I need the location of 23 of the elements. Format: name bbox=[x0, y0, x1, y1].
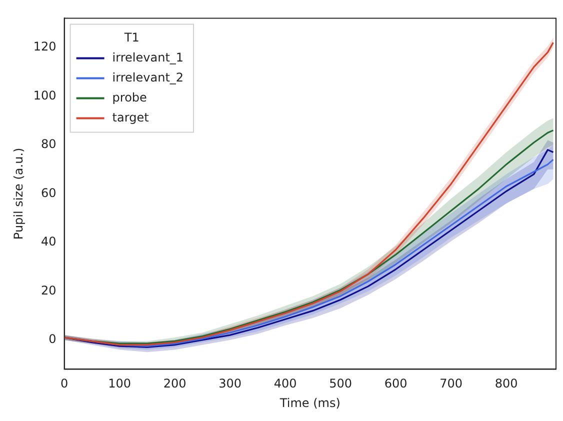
y-tick-label: 20 bbox=[41, 283, 56, 298]
x-tick-label: 300 bbox=[218, 376, 242, 391]
y-axis-title: Pupil size (a.u.) bbox=[11, 148, 26, 240]
legend-label: irrelevant_1 bbox=[112, 50, 184, 64]
y-tick-label: 100 bbox=[33, 88, 56, 102]
legend-title: T1 bbox=[123, 30, 140, 44]
x-tick-label: 600 bbox=[384, 376, 408, 391]
y-tick-label: 40 bbox=[41, 234, 56, 249]
y-tick-label: 80 bbox=[41, 137, 56, 152]
legend-label: irrelevant_2 bbox=[112, 70, 184, 84]
x-tick-label: 100 bbox=[108, 376, 132, 391]
x-tick-label: 0 bbox=[60, 376, 68, 391]
x-axis-title: Time (ms) bbox=[278, 396, 340, 410]
y-tick-label: 0 bbox=[48, 332, 56, 346]
y-tick-label: 60 bbox=[41, 186, 56, 200]
x-tick-label: 400 bbox=[274, 376, 297, 391]
y-tick-label: 120 bbox=[33, 40, 56, 54]
x-tick-label: 200 bbox=[163, 376, 186, 391]
x-tick-label: 800 bbox=[494, 376, 518, 391]
x-tick-label: 700 bbox=[440, 376, 462, 391]
legend-label: target bbox=[112, 110, 150, 124]
legend-label: probe bbox=[112, 90, 147, 104]
x-tick-label: 500 bbox=[329, 376, 352, 391]
